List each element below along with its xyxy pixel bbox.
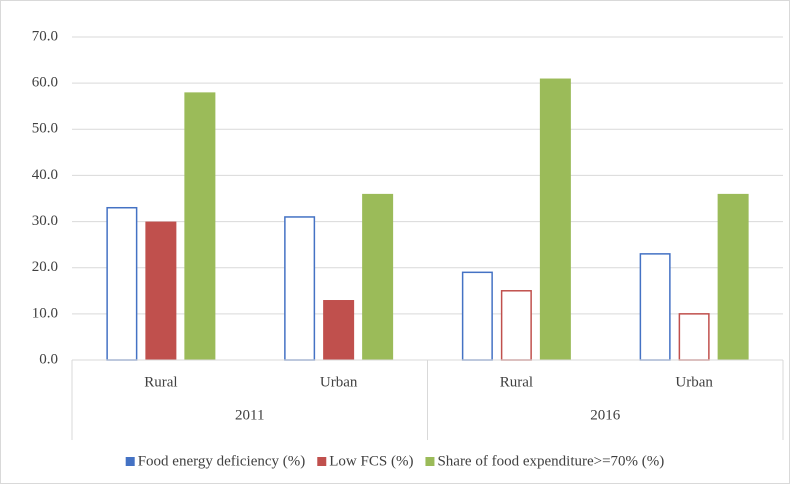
legend-label: Food energy deficiency (%) (138, 453, 306, 469)
x-tick-label: Rural (144, 374, 177, 390)
bar (362, 193, 394, 360)
y-tick-label: 20.0 (32, 259, 58, 275)
bar (639, 253, 671, 361)
x-tick-label: Rural (500, 374, 533, 390)
bar (323, 300, 355, 360)
legend-swatch (425, 457, 435, 466)
x-tick-label: Urban (675, 374, 713, 390)
bar (184, 92, 216, 360)
y-tick-label: 30.0 (32, 213, 58, 229)
legend-swatch (317, 457, 327, 466)
group-label: 2016 (590, 407, 621, 423)
bar (539, 78, 571, 361)
bar (284, 216, 316, 361)
bar (461, 271, 493, 361)
y-tick-label: 60.0 (32, 75, 58, 91)
bar (717, 193, 749, 360)
y-tick-label: 0.0 (39, 351, 58, 367)
y-tick-label: 40.0 (32, 167, 58, 183)
y-tick-label: 70.0 (32, 28, 58, 44)
legend-swatch (125, 457, 135, 466)
legend-label: Share of food expenditure>=70% (%) (437, 453, 664, 469)
y-tick-label: 50.0 (32, 121, 58, 137)
legend-label: Low FCS (%) (329, 453, 413, 469)
bar (500, 290, 532, 361)
group-label: 2011 (235, 407, 264, 423)
y-tick-label: 10.0 (32, 305, 58, 321)
bar (145, 221, 177, 360)
bar (678, 313, 710, 361)
bar (106, 206, 138, 361)
x-tick-label: Urban (320, 374, 358, 390)
